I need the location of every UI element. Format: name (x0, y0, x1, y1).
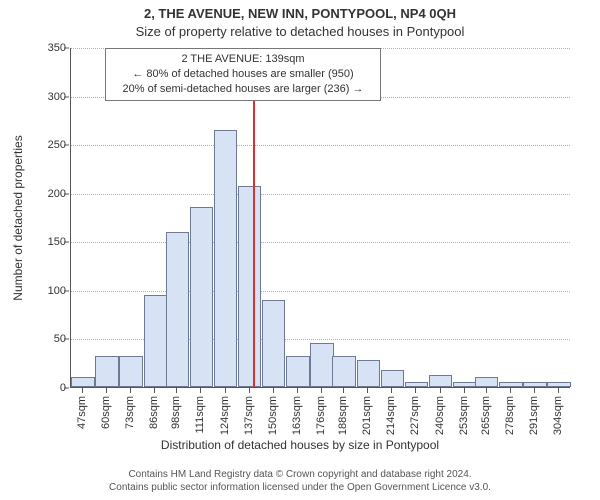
y-tick-mark (64, 388, 69, 389)
x-tick-label: 265sqm (480, 396, 492, 435)
histogram-bar (499, 382, 522, 387)
x-tick-label: 137sqm (243, 396, 255, 435)
y-tick-mark (64, 96, 69, 97)
histogram-bar (381, 370, 404, 387)
histogram-bar (71, 377, 94, 387)
histogram-bar (286, 356, 309, 387)
x-tick-mark (273, 388, 274, 393)
x-tick-mark (297, 388, 298, 393)
footer-line1: Contains HM Land Registry data © Crown c… (0, 468, 600, 481)
x-tick-mark (225, 388, 226, 393)
x-tick-mark (200, 388, 201, 393)
histogram-bar (238, 186, 261, 387)
x-tick-mark (486, 388, 487, 393)
histogram-bar (547, 382, 570, 387)
x-tick-label: 47sqm (76, 396, 88, 429)
histogram-bar (262, 300, 285, 387)
callout-line1: 2 THE AVENUE: 139sqm (114, 52, 372, 67)
x-tick-label: 73sqm (124, 396, 136, 429)
histogram-bar (357, 360, 380, 387)
x-tick-label: 86sqm (148, 396, 160, 429)
x-tick-mark (321, 388, 322, 393)
histogram-bar (429, 375, 452, 387)
footer-line2: Contains public sector information licen… (0, 481, 600, 494)
y-tick-mark (64, 48, 69, 49)
x-tick-mark (510, 388, 511, 393)
title-address: 2, THE AVENUE, NEW INN, PONTYPOOL, NP4 0… (0, 6, 600, 21)
y-tick-mark (64, 145, 69, 146)
x-tick-label: 240sqm (434, 396, 446, 435)
x-tick-label: 60sqm (100, 396, 112, 429)
chart-container: 2, THE AVENUE, NEW INN, PONTYPOOL, NP4 0… (0, 0, 600, 500)
gridline (71, 194, 570, 195)
x-tick-mark (534, 388, 535, 393)
callout-box: 2 THE AVENUE: 139sqm ← 80% of detached h… (105, 48, 381, 101)
y-tick-label: 0 (26, 382, 66, 394)
x-tick-mark (367, 388, 368, 393)
gridline (71, 291, 570, 292)
x-tick-mark (154, 388, 155, 393)
x-tick-label: 163sqm (291, 396, 303, 435)
x-tick-label: 304sqm (552, 396, 564, 435)
histogram-bar (523, 382, 546, 387)
x-tick-label: 214sqm (385, 396, 397, 435)
x-tick-mark (415, 388, 416, 393)
x-tick-mark (343, 388, 344, 393)
x-tick-mark (464, 388, 465, 393)
x-tick-label: 201sqm (361, 396, 373, 435)
y-tick-label: 250 (26, 139, 66, 151)
y-tick-mark (64, 242, 69, 243)
x-tick-mark (106, 388, 107, 393)
x-tick-mark (440, 388, 441, 393)
x-tick-label: 253sqm (458, 396, 470, 435)
x-tick-label: 98sqm (170, 396, 182, 429)
footer-attribution: Contains HM Land Registry data © Crown c… (0, 468, 600, 494)
x-tick-label: 188sqm (337, 396, 349, 435)
callout-line2: ← 80% of detached houses are smaller (95… (114, 67, 372, 82)
x-tick-mark (391, 388, 392, 393)
y-tick-label: 50 (26, 333, 66, 345)
y-tick-label: 350 (26, 42, 66, 54)
histogram-bar (95, 356, 118, 387)
y-tick-label: 150 (26, 236, 66, 248)
y-tick-label: 100 (26, 285, 66, 297)
y-tick-mark (64, 290, 69, 291)
x-axis-label: Distribution of detached houses by size … (0, 438, 600, 452)
histogram-bar (144, 295, 167, 387)
x-tick-label: 124sqm (219, 396, 231, 435)
histogram-bar (119, 356, 142, 387)
histogram-bar (332, 356, 355, 387)
y-tick-mark (64, 339, 69, 340)
x-tick-label: 278sqm (504, 396, 516, 435)
histogram-bar (310, 343, 333, 387)
gridline (71, 145, 570, 146)
gridline (71, 242, 570, 243)
title-subtitle: Size of property relative to detached ho… (0, 24, 600, 39)
x-tick-mark (130, 388, 131, 393)
histogram-bar (214, 130, 237, 387)
histogram-bar (166, 232, 189, 387)
x-tick-label: 291sqm (528, 396, 540, 435)
x-tick-label: 227sqm (409, 396, 421, 435)
y-tick-label: 200 (26, 188, 66, 200)
x-tick-mark (176, 388, 177, 393)
x-tick-label: 176sqm (315, 396, 327, 435)
x-tick-mark (558, 388, 559, 393)
histogram-bar (190, 207, 213, 387)
x-tick-label: 150sqm (267, 396, 279, 435)
histogram-bar (475, 377, 498, 387)
x-tick-mark (82, 388, 83, 393)
histogram-bar (405, 382, 428, 387)
x-tick-mark (249, 388, 250, 393)
histogram-bar (453, 382, 476, 387)
y-tick-mark (64, 193, 69, 194)
x-tick-label: 111sqm (194, 396, 206, 434)
callout-line3: 20% of semi-detached houses are larger (… (114, 82, 372, 97)
y-tick-label: 300 (26, 91, 66, 103)
